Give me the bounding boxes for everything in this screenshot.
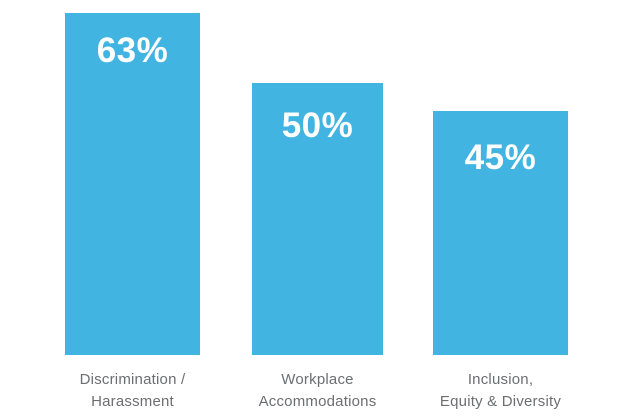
bar: 50% xyxy=(252,83,383,355)
bar-category-line: Discrimination / xyxy=(79,371,186,388)
bar-group: 63% Discrimination / Harassment xyxy=(65,13,200,420)
bar-group: 45% Inclusion, Equity & Diversity xyxy=(433,111,568,420)
bar-category-label: Discrimination / Harassment xyxy=(23,369,243,413)
bar-category-line: Accommodations xyxy=(258,393,377,410)
bar-category-line: Inclusion, xyxy=(467,371,534,388)
bar: 45% xyxy=(433,111,568,355)
bar-category-label: Workplace Accommodations xyxy=(208,369,428,413)
bar-value-label: 63% xyxy=(96,31,169,70)
bar-value-label: 50% xyxy=(281,106,354,145)
bar-group: 50% Workplace Accommodations xyxy=(252,83,383,420)
bar-category-line: Harassment xyxy=(91,393,174,410)
bar-category-line: Equity & Diversity xyxy=(439,393,562,410)
bar-category-label: Inclusion, Equity & Diversity xyxy=(391,369,611,413)
bar-category-line: Workplace xyxy=(281,371,354,388)
bar: 63% xyxy=(65,13,200,355)
bar-value-label: 45% xyxy=(464,138,537,177)
